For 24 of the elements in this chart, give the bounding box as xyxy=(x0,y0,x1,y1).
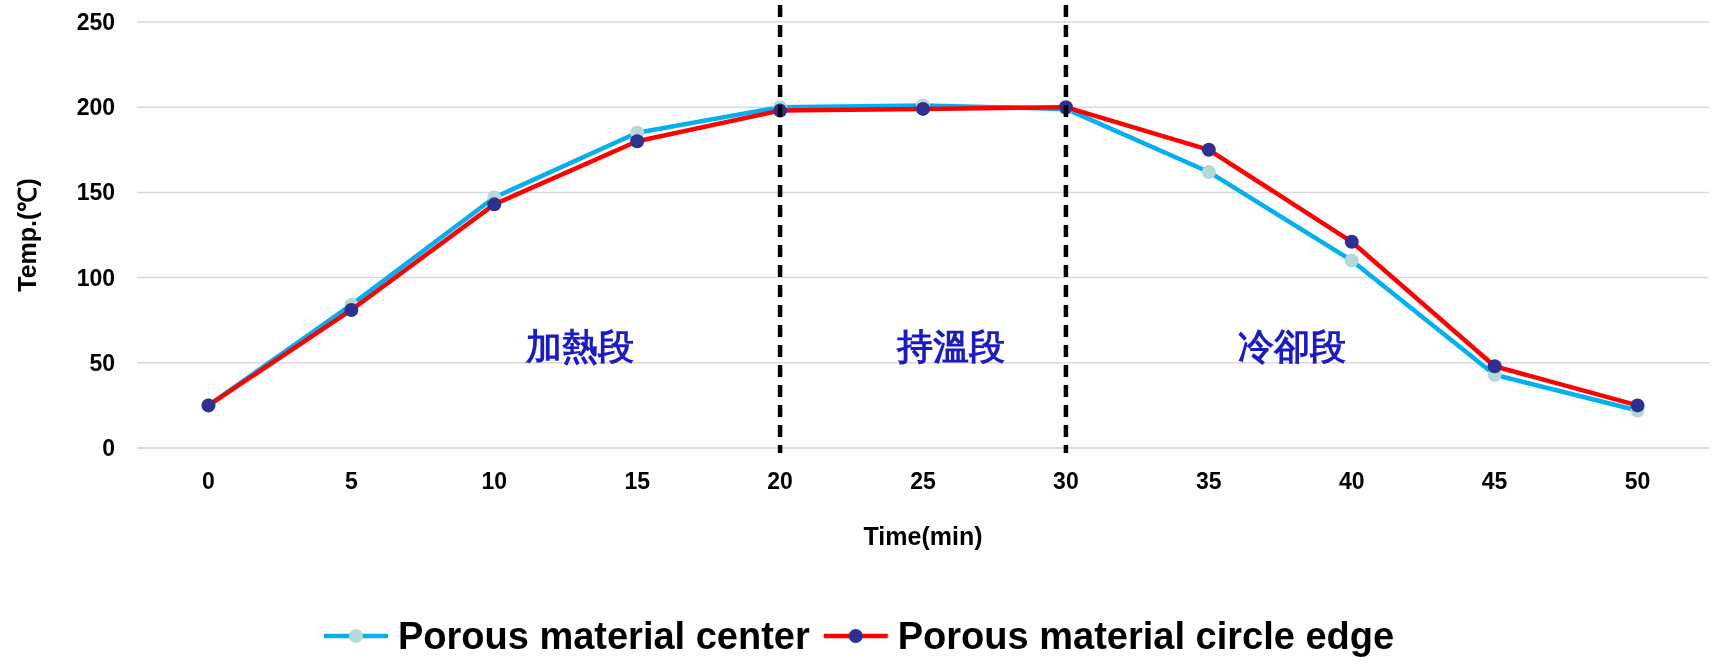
x-tick-label: 5 xyxy=(344,468,358,494)
legend-label: Porous material circle edge xyxy=(897,615,1395,657)
x-tick-label: 0 xyxy=(202,468,215,494)
y-tick-label: 50 xyxy=(89,349,115,376)
y-tick-label: 150 xyxy=(76,179,115,206)
y-tick-label: 200 xyxy=(76,94,115,121)
y-axis-title: Temp.(℃) xyxy=(13,178,41,292)
annotation: 持溫段 xyxy=(895,325,1006,367)
x-tick-label: 25 xyxy=(910,468,936,494)
y-tick-label: 0 xyxy=(102,435,115,461)
legend-label: Porous material center xyxy=(397,615,810,657)
annotation: 加熱段 xyxy=(525,325,635,367)
x-tick-label: 15 xyxy=(624,468,651,494)
annotation: 冷卻段 xyxy=(1238,325,1347,367)
x-tick-label: 50 xyxy=(1624,468,1651,494)
y-tick-label: 100 xyxy=(76,264,115,291)
x-tick-label: 30 xyxy=(1053,468,1079,494)
x-tick-label: 20 xyxy=(767,468,793,494)
x-tick-label: 40 xyxy=(1338,468,1365,494)
x-tick-label: 10 xyxy=(481,468,508,494)
x-tick-label: 35 xyxy=(1196,468,1222,494)
y-tick-label: 250 xyxy=(76,9,115,35)
x-tick-label: 45 xyxy=(1481,468,1508,494)
x-axis-title: Time(min) xyxy=(863,522,983,550)
